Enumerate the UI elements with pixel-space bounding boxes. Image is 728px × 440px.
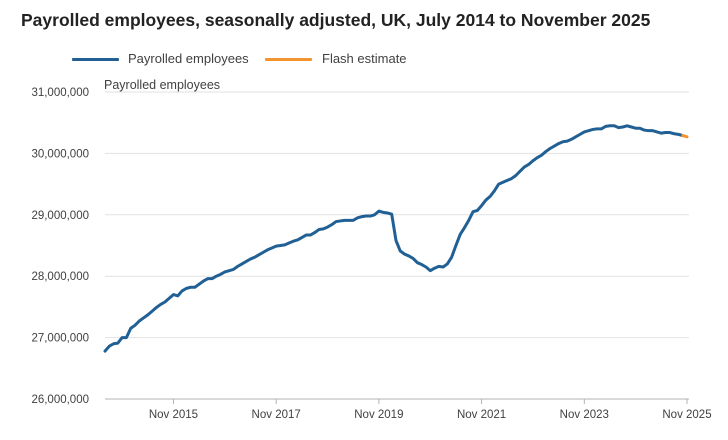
x-tick-label: Nov 2025 [662, 409, 711, 421]
legend-swatch-payrolled [72, 58, 119, 61]
x-tick-label: Nov 2015 [149, 409, 198, 421]
x-tick-label: Nov 2019 [354, 409, 403, 421]
y-tick-label: 27,000,000 [31, 333, 89, 345]
y-tick-label: 26,000,000 [31, 394, 89, 406]
y-tick-label: 31,000,000 [31, 87, 89, 99]
y-tick-label: 29,000,000 [31, 210, 89, 222]
y-axis-title: Payrolled employees [104, 78, 220, 92]
series-lines [103, 124, 689, 353]
chart-title: Payrolled employees, seasonally adjusted… [21, 10, 651, 30]
x-tick-label: Nov 2017 [252, 409, 301, 421]
x-tick-label: Nov 2023 [560, 409, 609, 421]
legend-label-payrolled: Payrolled employees [128, 51, 249, 66]
series-line-payrolled-employees[interactable] [103, 124, 685, 353]
y-tick-label: 28,000,000 [31, 271, 89, 283]
y-axis-ticks: 26,000,000 27,000,000 28,000,000 29,000,000… [31, 87, 89, 406]
y-tick-label: 30,000,000 [31, 148, 89, 160]
x-tick-label: Nov 2021 [457, 409, 506, 421]
legend-swatch-flash-estimate [265, 58, 312, 61]
gridlines [105, 91, 689, 400]
x-axis-ticks: Nov 2015 Nov 2017 Nov 2019 Nov 2021 Nov 2023… [149, 399, 712, 421]
legend-label-flash-estimate: Flash estimate [322, 51, 407, 66]
series-line-flash-estimate[interactable] [681, 134, 689, 139]
